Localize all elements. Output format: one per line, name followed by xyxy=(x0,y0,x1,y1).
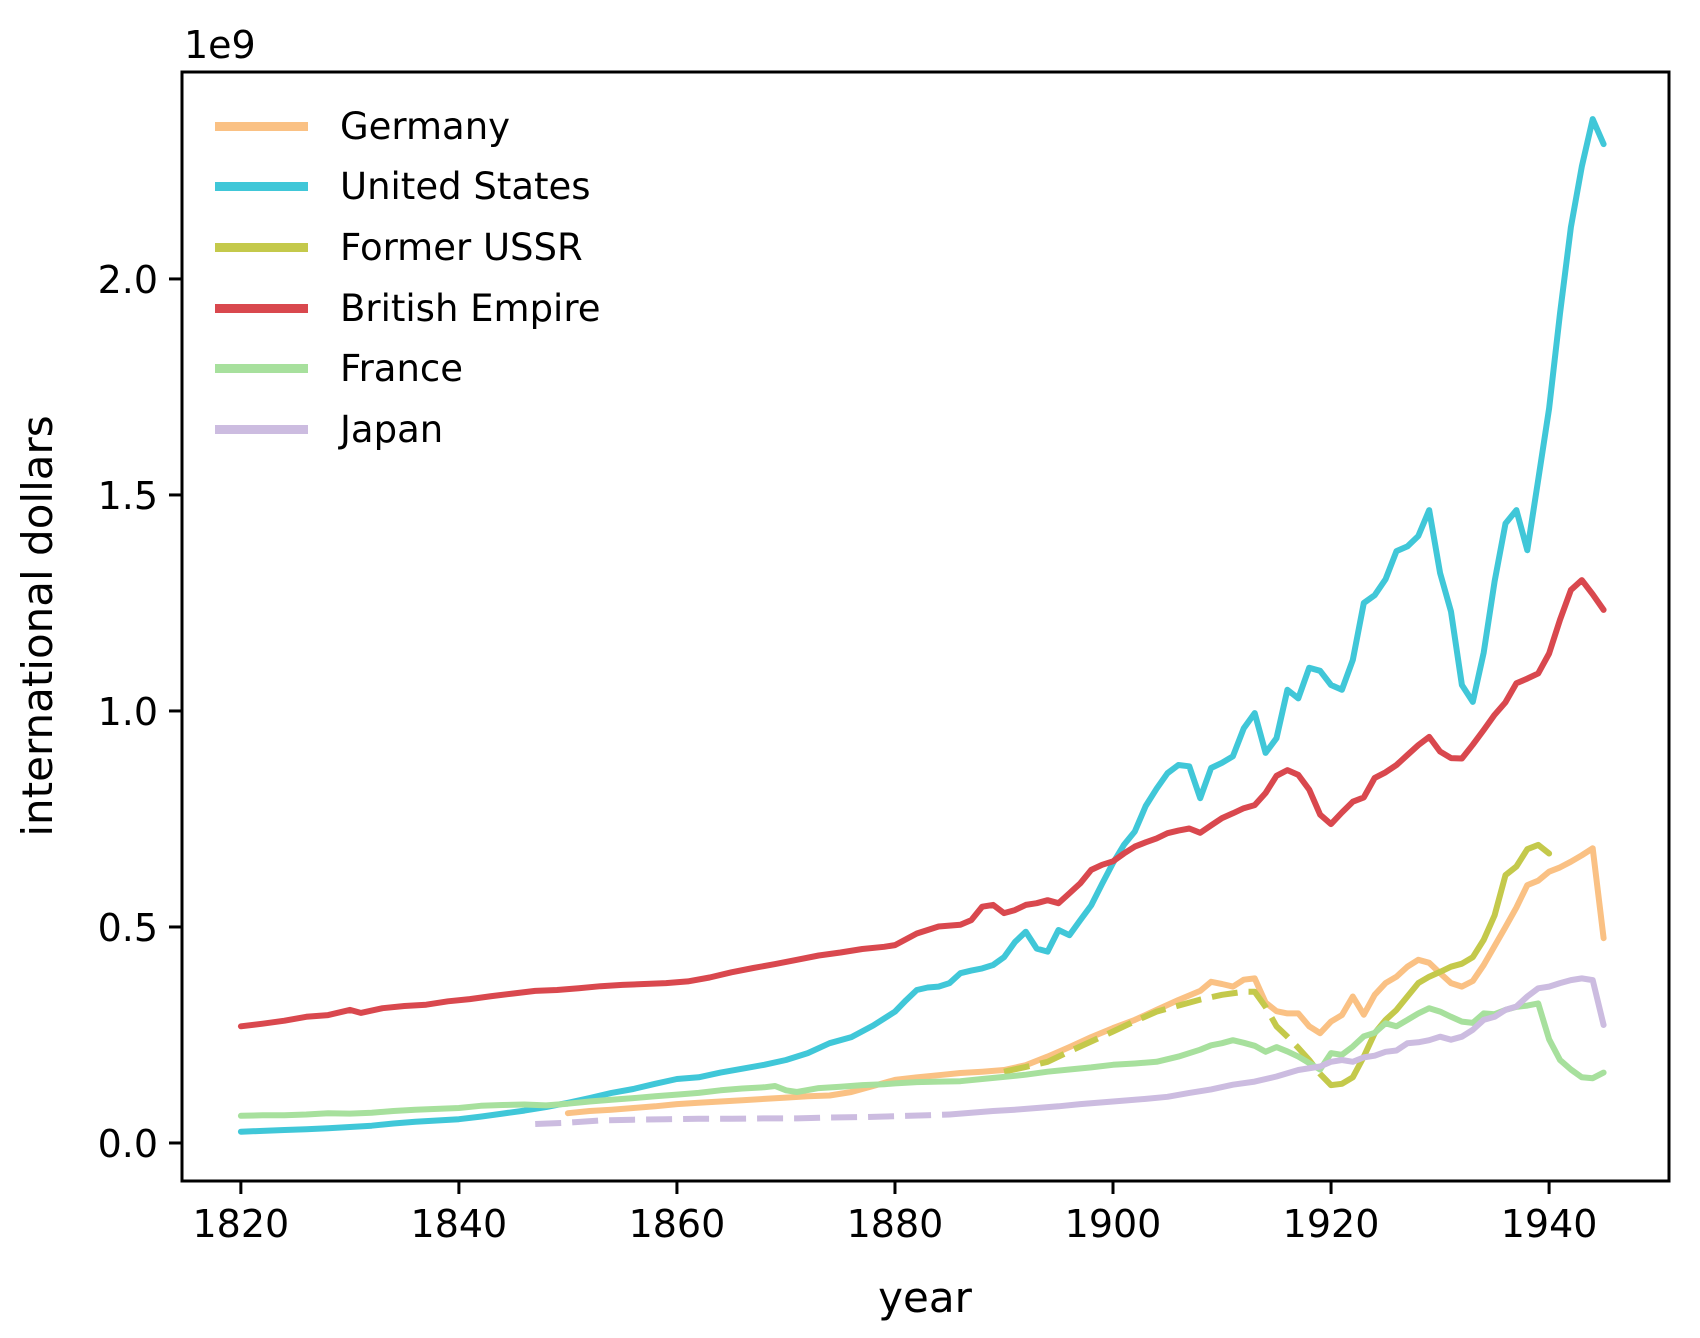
legend-label: Germany xyxy=(340,104,511,148)
x-tick-label: 1840 xyxy=(411,1202,508,1246)
series-line-british-empire xyxy=(237,577,1607,1030)
legend-label: Former USSR xyxy=(340,225,583,269)
y-tick-label: 0.5 xyxy=(98,906,158,950)
y-tick-label: 2.0 xyxy=(98,258,158,302)
y-axis-label: international dollars xyxy=(13,415,62,836)
legend: Germany United States Former USSR British E… xyxy=(215,96,601,460)
x-axis-label: year xyxy=(878,1273,972,1322)
y-tick-label: 0.0 xyxy=(98,1122,158,1166)
x-tick-label: 1820 xyxy=(193,1202,290,1246)
legend-item-germany: Germany xyxy=(215,96,601,157)
series-line-japan xyxy=(946,975,1607,1118)
x-tick-label: 1900 xyxy=(1065,1202,1162,1246)
plot-frame xyxy=(180,70,1671,1183)
x-tick-label: 1920 xyxy=(1283,1202,1380,1246)
legend-swatch xyxy=(215,242,308,252)
series-lines xyxy=(237,116,1607,1135)
legend-swatch xyxy=(215,303,308,313)
y-tick-label: 1.0 xyxy=(98,690,158,734)
series-line-former-ussr xyxy=(1003,988,1334,1088)
legend-item-united-states: United States xyxy=(215,157,601,218)
series-line-france xyxy=(237,1000,1607,1119)
legend-swatch xyxy=(215,121,308,131)
legend-swatch xyxy=(215,364,308,374)
legend-swatch xyxy=(215,182,308,192)
legend-swatch xyxy=(215,424,308,434)
y-axis-ticks: 0.0 0.5 1.0 1.5 2.0 xyxy=(98,258,182,1166)
x-tick-label: 1860 xyxy=(629,1202,726,1246)
legend-item-japan: Japan xyxy=(215,399,601,460)
legend-label: United States xyxy=(340,165,591,209)
series-line-japan xyxy=(535,1111,950,1127)
legend-label: British Empire xyxy=(340,286,601,330)
x-tick-label: 1880 xyxy=(847,1202,944,1246)
x-tick-label: 1940 xyxy=(1501,1202,1598,1246)
x-axis-ticks: 1820 1840 1860 1880 1900 1920 1940 xyxy=(193,1181,1598,1246)
legend-label: Japan xyxy=(340,407,444,451)
y-offset-label: 1e9 xyxy=(184,23,256,67)
axes-frame xyxy=(180,70,1671,1183)
y-tick-label: 1.5 xyxy=(98,474,158,518)
series-line-germany xyxy=(564,845,1607,1117)
legend-item-france: France xyxy=(215,338,601,399)
legend-label: France xyxy=(340,347,464,391)
legend-item-former-ussr: Former USSR xyxy=(215,217,601,278)
legend-item-british-empire: British Empire xyxy=(215,278,601,339)
series-line-former-ussr xyxy=(1328,841,1553,1089)
